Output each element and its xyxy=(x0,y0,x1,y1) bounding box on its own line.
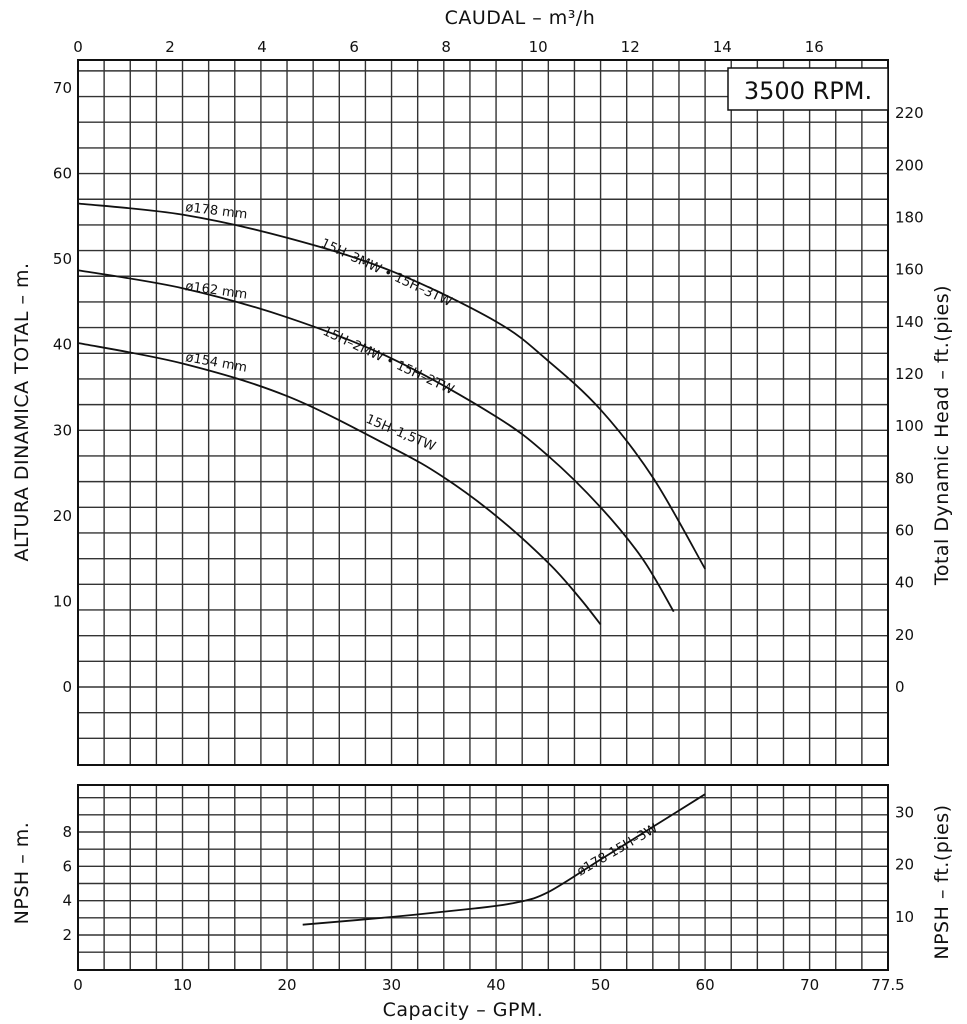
bottom-axis-tick-label: 70 xyxy=(800,976,819,994)
top-axis-title: CAUDAL – m³/h xyxy=(445,7,596,29)
head-grid xyxy=(78,60,888,765)
npsh-left-tick-label: 4 xyxy=(62,892,72,910)
head-right-tick-label: 100 xyxy=(895,417,924,435)
npsh-right-tick-label: 30 xyxy=(895,803,914,821)
head-left-axis-title: ALTURA DINAMICA TOTAL – m. xyxy=(11,262,33,561)
bottom-axis-tick-label: 20 xyxy=(277,976,296,994)
head-right-tick-label: 20 xyxy=(895,626,914,644)
npsh-right-tick-label: 20 xyxy=(895,856,914,874)
diameter-label-162: ø162 mm xyxy=(184,279,248,303)
model-label-162: 15H–2MW • 15H–2TW xyxy=(320,324,456,398)
npsh-right-tick-label: 10 xyxy=(895,908,914,926)
top-axis-tick-label: 12 xyxy=(621,38,640,56)
top-axis-tick-label: 0 xyxy=(73,38,83,56)
head-right-tick-label: 0 xyxy=(895,678,905,696)
bottom-axis-title: Capacity – GPM. xyxy=(383,999,544,1021)
npsh-curve-178mm xyxy=(302,793,706,926)
head-curve-162mm xyxy=(77,269,675,613)
head-left-tick-label: 30 xyxy=(53,421,72,439)
bottom-axis-tick-label: 0 xyxy=(73,976,83,994)
bottom-axis-tick-label: 30 xyxy=(382,976,401,994)
diameter-label-178: ø178 mm xyxy=(185,200,249,222)
npsh-left-axis-title: NPSH – m. xyxy=(11,822,33,925)
head-left-tick-label: 60 xyxy=(53,165,72,183)
head-right-tick-label: 220 xyxy=(895,104,924,122)
npsh-right-axis-title: NPSH – ft.(pies) xyxy=(931,804,953,959)
head-left-tick-label: 70 xyxy=(53,79,72,97)
top-axis-tick-label: 8 xyxy=(441,38,451,56)
top-axis-tick-label: 16 xyxy=(805,38,824,56)
top-axis-tick-label: 4 xyxy=(257,38,267,56)
head-right-tick-label: 180 xyxy=(895,209,924,227)
head-right-axis-title: Total Dynamic Head – ft.(pies) xyxy=(931,285,953,586)
npsh-grid xyxy=(78,785,888,970)
npsh-model-label: ø178 15H–3W xyxy=(575,821,661,879)
head-left-tick-label: 40 xyxy=(53,336,72,354)
model-label-154: 15H–1,5TW xyxy=(363,412,437,455)
speed-label: 3500 RPM. xyxy=(744,77,872,105)
head-panel-frame xyxy=(77,59,889,766)
head-right-tick-label: 40 xyxy=(895,574,914,592)
head-curve-154mm xyxy=(77,342,602,626)
top-axis-tick-label: 10 xyxy=(529,38,548,56)
bottom-axis-tick-label: 50 xyxy=(591,976,610,994)
tick-labels: 0 2 4 6 8 10 12 14 160 10 20 30 40 50 60 70 77.501020304… xyxy=(53,38,924,994)
head-left-tick-label: 10 xyxy=(53,592,72,610)
head-right-tick-label: 60 xyxy=(895,522,914,540)
head-left-tick-label: 50 xyxy=(53,250,72,268)
top-axis-tick-label: 6 xyxy=(349,38,359,56)
bottom-axis-tick-label: 10 xyxy=(173,976,192,994)
bottom-axis-tick-label: 60 xyxy=(696,976,715,994)
head-left-tick-label: 20 xyxy=(53,507,72,525)
head-left-tick-label: 0 xyxy=(62,678,72,696)
bottom-axis-tick-label: 77.5 xyxy=(871,976,904,994)
npsh-left-tick-label: 2 xyxy=(62,926,72,944)
bottom-axis-tick-label: 40 xyxy=(487,976,506,994)
npsh-left-tick-label: 8 xyxy=(62,823,72,841)
top-axis-tick-label: 2 xyxy=(165,38,175,56)
head-curves xyxy=(77,202,706,626)
speed-label-box xyxy=(727,67,889,111)
npsh-left-tick-label: 6 xyxy=(62,857,72,875)
head-right-tick-label: 140 xyxy=(895,313,924,331)
npsh-panel-frame xyxy=(77,784,889,971)
head-curve-178mm xyxy=(77,202,706,570)
top-axis-tick-label: 14 xyxy=(713,38,732,56)
head-right-tick-label: 200 xyxy=(895,156,924,174)
npsh-curves xyxy=(302,793,706,926)
head-right-tick-label: 120 xyxy=(895,365,924,383)
head-right-tick-label: 160 xyxy=(895,261,924,279)
head-right-tick-label: 80 xyxy=(895,469,914,487)
